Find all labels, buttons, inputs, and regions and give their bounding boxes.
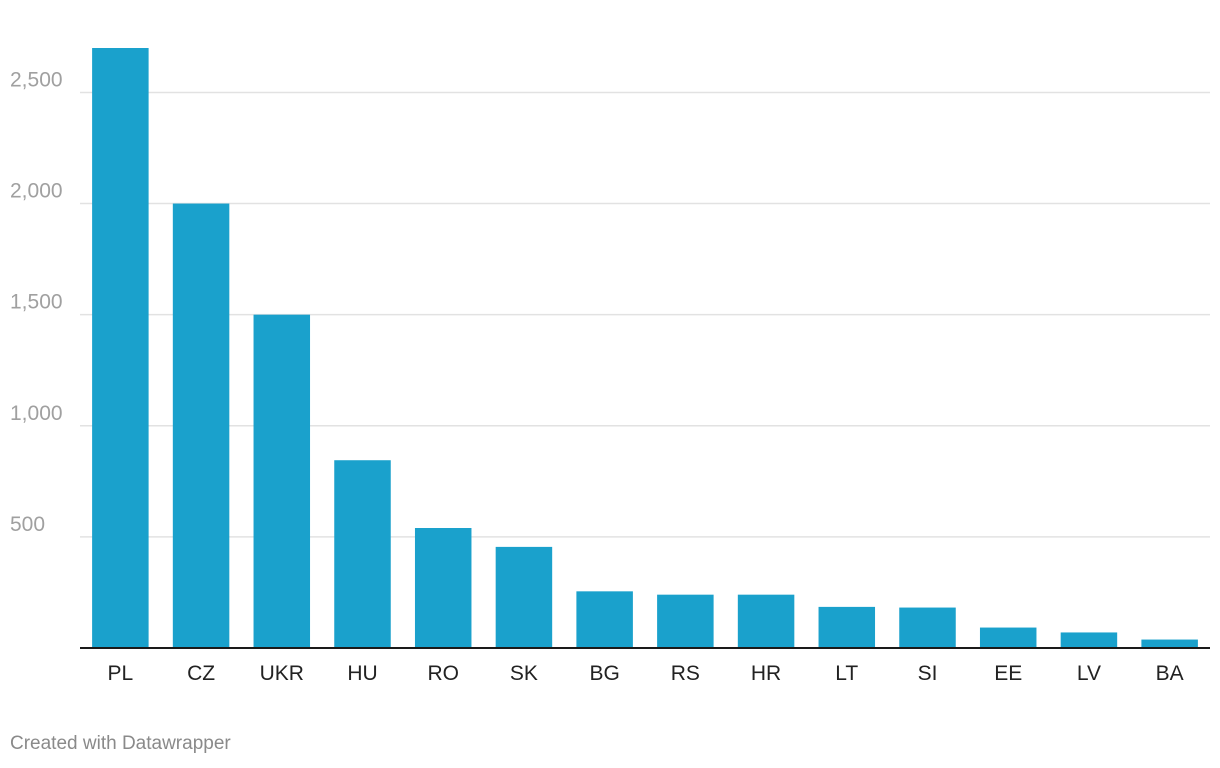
y-axis-labels: 500 1,000 1,500 2,000 2,500 (10, 68, 63, 535)
y-tick-label-1000: 1,000 (10, 402, 63, 425)
bars (92, 48, 1198, 649)
x-tick-label-bg: BG (589, 662, 619, 685)
x-axis-labels: PL CZ UKR HU RO SK BG RS HR LT SI EE LV BA (108, 662, 1184, 685)
bar-si (899, 607, 956, 648)
footer-credit: Created with Datawrapper (10, 733, 231, 754)
bar-ba (1141, 639, 1198, 648)
x-tick-label-lv: LV (1077, 662, 1101, 685)
bar-ee (979, 627, 1037, 648)
x-tick-label-hu: HU (347, 662, 377, 685)
bar-ukr (253, 314, 311, 648)
x-tick-label-si: SI (918, 662, 938, 685)
bar-rs (657, 594, 714, 648)
y-tick-label-500: 500 (10, 513, 45, 536)
x-tick-label-hr: HR (751, 662, 781, 685)
y-gridlines (80, 91, 1210, 538)
x-tick-label-rs: RS (671, 662, 700, 685)
x-tick-label-ee: EE (994, 662, 1022, 685)
y-tick-label-2000: 2,000 (10, 180, 63, 203)
bar-pl (92, 48, 149, 648)
y-tick-label-2500: 2,500 (10, 68, 63, 91)
bar-sk (495, 546, 553, 648)
x-tick-label-lt: LT (835, 662, 858, 685)
x-tick-label-ba: BA (1156, 662, 1184, 685)
bar-bg (576, 591, 633, 648)
bar-lt (818, 606, 876, 648)
x-tick-label-pl: PL (108, 662, 134, 685)
x-tick-label-sk: SK (510, 662, 538, 685)
bar-chart: 500 1,000 1,500 2,000 2,500 PL CZ UKR HU RO SK BG R… (10, 48, 1210, 685)
x-tick-label-cz: CZ (187, 662, 215, 685)
x-tick-label-ukr: UKR (260, 662, 304, 685)
bar-ro (414, 528, 472, 648)
bar-hr (737, 594, 795, 648)
y-tick-label-1500: 1,500 (10, 291, 63, 314)
x-tick-label-ro: RO (427, 662, 459, 685)
bar-hu (334, 460, 391, 648)
bar-cz (172, 203, 230, 649)
bar-lv (1060, 632, 1118, 648)
